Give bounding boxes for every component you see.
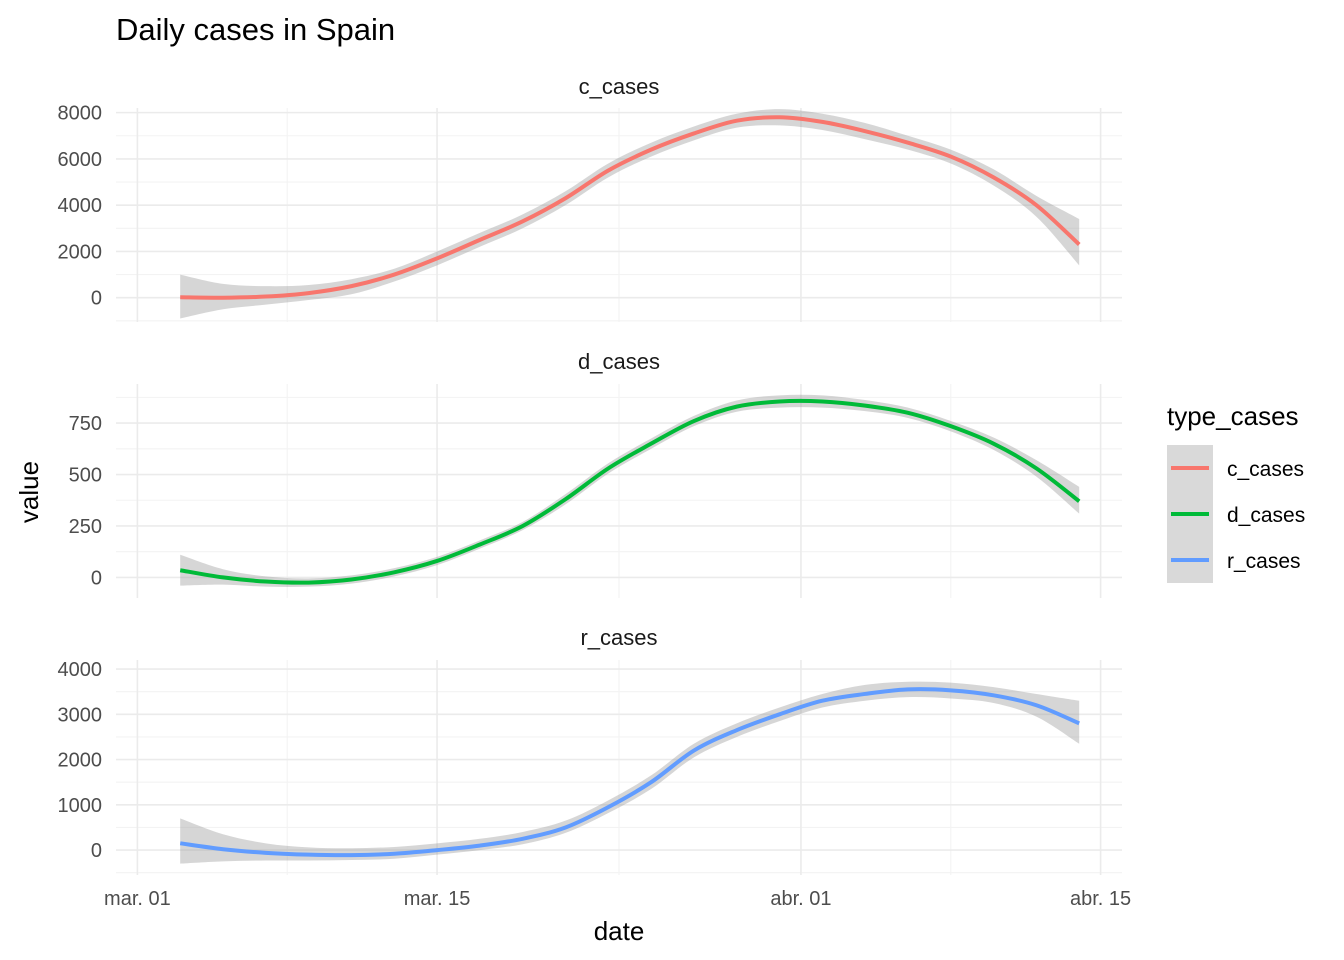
- y-tick-label: 2000: [58, 241, 103, 263]
- x-tick-label: abr. 01: [770, 888, 831, 910]
- series-line-c_cases: [180, 115, 1081, 300]
- legend-title: type_cases: [1167, 401, 1299, 431]
- x-tick-label: abr. 15: [1070, 888, 1131, 910]
- facet-panels: c_cases 0 2000 4000 6000 8000 d_cases 0 250 500 75…: [58, 74, 1122, 875]
- y-tick-label: 1000: [58, 795, 103, 817]
- confidence-ribbon: [180, 681, 1080, 864]
- legend-keys: c_cases d_cases r_cases: [1167, 445, 1305, 583]
- y-tick-label: 0: [91, 840, 102, 862]
- y-tick-label: 250: [69, 516, 102, 538]
- panel-c_cases: c_cases 0 2000 4000 6000 8000: [58, 74, 1122, 322]
- legend-item-r_cases: r_cases: [1167, 537, 1301, 583]
- strip-label: r_cases: [580, 625, 657, 650]
- y-tick-label: 3000: [58, 704, 103, 726]
- series-line-d_cases: [179, 398, 1081, 585]
- y-tick-label: 8000: [58, 103, 103, 125]
- x-axis: mar. 01 mar. 15 abr. 01 abr. 15: [104, 888, 1131, 910]
- y-tick-label: 6000: [58, 149, 103, 171]
- x-tick-label: mar. 15: [404, 888, 471, 910]
- legend-item-c_cases: c_cases: [1167, 445, 1304, 491]
- y-tick-label: 500: [69, 465, 102, 487]
- chart-title: Daily cases in Spain: [116, 12, 395, 47]
- y-tick-label: 0: [91, 567, 102, 589]
- strip-label: d_cases: [578, 349, 660, 374]
- legend-label: c_cases: [1227, 458, 1304, 481]
- legend-label: r_cases: [1227, 550, 1301, 573]
- y-tick-label: 0: [91, 288, 102, 310]
- y-tick-label: 4000: [58, 195, 103, 217]
- panel-r_cases: r_cases 0 1000 2000 3000 4000: [58, 625, 1122, 875]
- x-tick-label: mar. 01: [104, 888, 171, 910]
- y-tick-label: 750: [69, 413, 102, 435]
- legend-label: d_cases: [1227, 504, 1305, 527]
- legend: type_cases c_cases d_cases r_cases: [1167, 401, 1305, 583]
- legend-item-d_cases: d_cases: [1167, 491, 1305, 537]
- strip-label: c_cases: [579, 74, 660, 99]
- y-axis-title: value: [14, 461, 44, 523]
- x-axis-title: date: [594, 916, 645, 946]
- series-line-r_cases: [179, 687, 1080, 858]
- confidence-ribbon: [180, 109, 1080, 319]
- panel-d_cases: d_cases 0 250 500 750: [69, 349, 1122, 598]
- y-tick-label: 4000: [58, 659, 103, 681]
- y-tick-label: 2000: [58, 750, 103, 772]
